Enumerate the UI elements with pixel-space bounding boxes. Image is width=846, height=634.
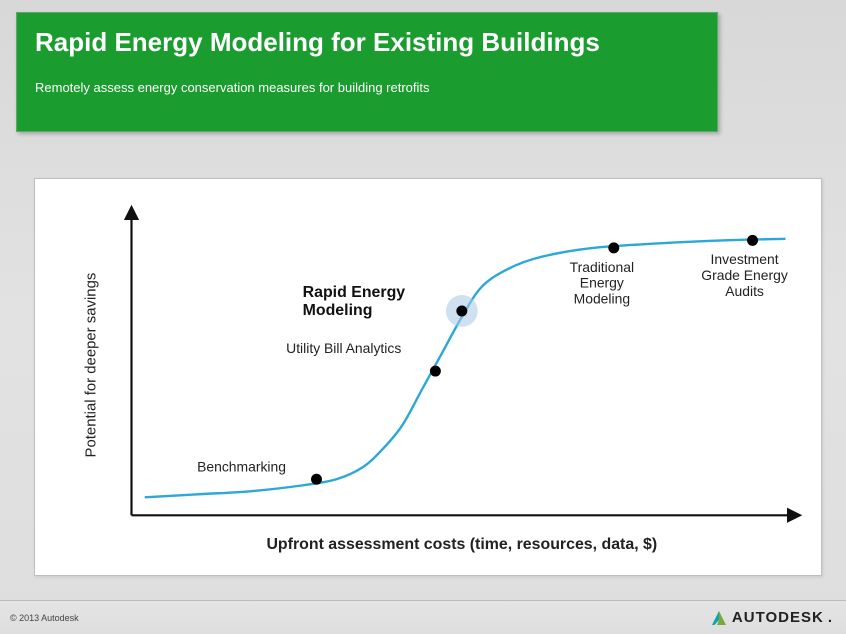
point-label-utility: Utility Bill Analytics <box>286 340 401 356</box>
chart-panel: Potential for deeper savings Upfront asse… <box>34 178 822 576</box>
brand-logo: AUTODESK. <box>710 609 832 627</box>
point-label-rapid: Rapid EnergyModeling <box>303 284 406 319</box>
point-label-benchmarking: Benchmarking <box>197 458 286 474</box>
brand-dot: . <box>828 609 832 626</box>
data-point-investment <box>747 235 758 246</box>
slide-subtitle: Remotely assess energy conservation meas… <box>35 80 699 95</box>
data-point-benchmarking <box>311 474 322 485</box>
x-axis-label: Upfront assessment costs (time, resource… <box>266 536 657 553</box>
slide-title: Rapid Energy Modeling for Existing Build… <box>35 27 699 58</box>
y-axis-label: Potential for deeper savings <box>83 273 100 458</box>
data-point-rapid <box>456 306 467 317</box>
chart-svg: Potential for deeper savings Upfront asse… <box>35 179 821 575</box>
autodesk-icon <box>710 609 728 627</box>
point-label-investment: InvestmentGrade EnergyAudits <box>701 251 788 299</box>
title-banner: Rapid Energy Modeling for Existing Build… <box>16 12 718 132</box>
brand-name: AUTODESK <box>732 609 824 626</box>
data-point-traditional <box>608 242 619 253</box>
point-label-traditional: TraditionalEnergyModeling <box>570 259 634 307</box>
footer-bar: © 2013 Autodesk AUTODESK. <box>0 600 846 634</box>
copyright-text: © 2013 Autodesk <box>10 613 79 623</box>
data-point-utility <box>430 366 441 377</box>
